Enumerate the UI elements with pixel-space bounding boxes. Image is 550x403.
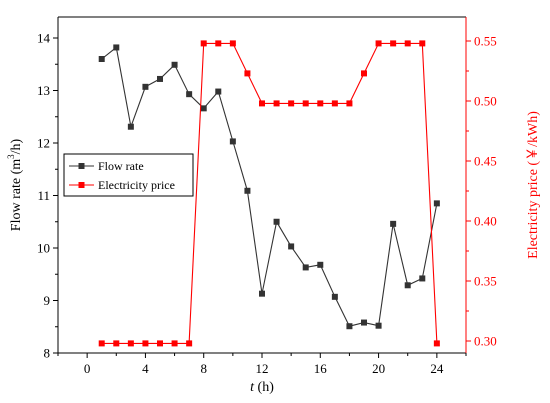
left-y-axis-title: Flow rate (m3/h) — [6, 138, 24, 231]
flow-rate-data-point — [375, 322, 382, 329]
flow-rate-data-point — [142, 83, 149, 90]
legend-label-flow-rate: Flow rate — [98, 159, 144, 173]
flow-rate-data-point — [346, 323, 353, 330]
electricity-price-data-point — [273, 100, 280, 107]
electricity-price-data-point — [157, 340, 163, 347]
electricity-price-data-point — [200, 40, 207, 47]
left-y-tick-label: 12 — [37, 136, 50, 151]
electricity-price-data-point — [404, 40, 411, 47]
flow-rate-data-point — [361, 319, 367, 326]
x-axis-title: t (h) — [250, 380, 274, 395]
flow-rate-data-point — [433, 200, 440, 207]
legend-marker-flow-rate — [78, 163, 85, 169]
electricity-price-data-point — [419, 40, 426, 47]
right-y-tick-label: 0.40 — [474, 214, 497, 229]
flow-rate-data-point — [273, 218, 280, 225]
right-y-tick-label: 0.50 — [474, 94, 497, 109]
flow-rate-data-point — [302, 264, 309, 271]
electricity-price-data-point — [127, 340, 134, 347]
x-tick-label: 20 — [372, 361, 385, 376]
electricity-price-data-point — [259, 100, 265, 107]
electricity-price-data-point — [98, 340, 105, 347]
flow-rate-data-point — [259, 290, 265, 297]
x-axis-title-unit: (h) — [254, 380, 274, 395]
flow-rate-data-point — [171, 61, 178, 68]
right-y-tick-label: 0.35 — [474, 274, 497, 289]
electricity-price-data-point — [317, 100, 324, 107]
flow-rate-data-point — [390, 220, 397, 227]
electricity-price-data-point — [186, 340, 193, 347]
flow-rate-data-point — [244, 187, 251, 194]
flow-rate-data-point — [317, 261, 324, 268]
electricity-price-data-point — [215, 40, 222, 47]
electricity-price-data-point — [390, 40, 397, 47]
flow-rate-data-point — [113, 44, 120, 51]
x-tick-label: 16 — [314, 361, 328, 376]
axes-layer: 0 4 8 12 16 20 24 8 9 10 11 12 13 14 0.30 0.35 0.40 0.45 0… — [6, 16, 541, 395]
right-y-tick-label: 0.30 — [474, 334, 497, 349]
right-y-tick-label: 0.55 — [474, 34, 497, 49]
left-y-tick-label: 10 — [37, 241, 50, 256]
flow-rate-data-point — [127, 123, 134, 130]
left-y-axis-title-tail: /h) — [9, 138, 24, 154]
flow-rate-data-point — [200, 105, 207, 112]
legend-marker-electricity-price — [78, 182, 85, 188]
flow-rate-data-point — [331, 293, 338, 300]
flow-rate-data-point — [186, 91, 193, 98]
left-y-axis-title-main: Flow rate (m — [9, 159, 24, 231]
legend-box — [63, 153, 194, 197]
x-tick-label: 0 — [84, 361, 91, 376]
flow-rate-data-point — [288, 243, 295, 250]
left-y-tick-label: 14 — [37, 31, 51, 46]
legend-label-electricity-price: Electricity price — [98, 178, 175, 192]
left-y-axis-title-superscript: 3 — [6, 154, 16, 159]
series-layer — [98, 40, 440, 347]
electricity-price-data-point — [288, 100, 295, 107]
left-y-tick-label: 11 — [37, 188, 50, 203]
flow-rate-data-point — [404, 282, 411, 289]
flow-rate-data-point — [98, 56, 105, 62]
electricity-price-data-point — [331, 100, 338, 107]
electricity-price-data-point — [346, 100, 353, 107]
electricity-price-data-point — [375, 40, 382, 47]
left-y-tick-label: 8 — [44, 346, 51, 361]
left-y-tick-label: 13 — [37, 83, 50, 98]
electricity-price-data-point — [302, 100, 309, 107]
flow-rate-data-point — [229, 138, 236, 145]
electricity-price-data-point — [142, 340, 149, 347]
electricity-price-data-point — [113, 340, 120, 347]
x-axis-title-variable: t — [250, 380, 255, 395]
left-y-tick-label: 9 — [44, 293, 51, 308]
right-y-axis-title: Electricity price (￥/kWh) — [526, 111, 541, 259]
electricity-price-data-point — [433, 340, 440, 347]
x-tick-label: 24 — [430, 361, 444, 376]
x-tick-label: 8 — [200, 361, 207, 376]
legend: Flow rate Electricity price — [63, 153, 194, 197]
electricity-price-data-point — [171, 340, 178, 347]
right-y-tick-label: 0.45 — [474, 154, 497, 169]
x-tick-label: 4 — [142, 361, 149, 376]
flow-rate-data-point — [215, 88, 222, 95]
electricity-price-data-point — [361, 70, 367, 77]
flow-rate-data-point — [157, 75, 163, 82]
electricity-price-data-point — [244, 70, 251, 77]
x-tick-label: 12 — [256, 361, 269, 376]
electricity-price-data-point — [229, 40, 236, 47]
flow-rate-data-point — [419, 275, 426, 282]
